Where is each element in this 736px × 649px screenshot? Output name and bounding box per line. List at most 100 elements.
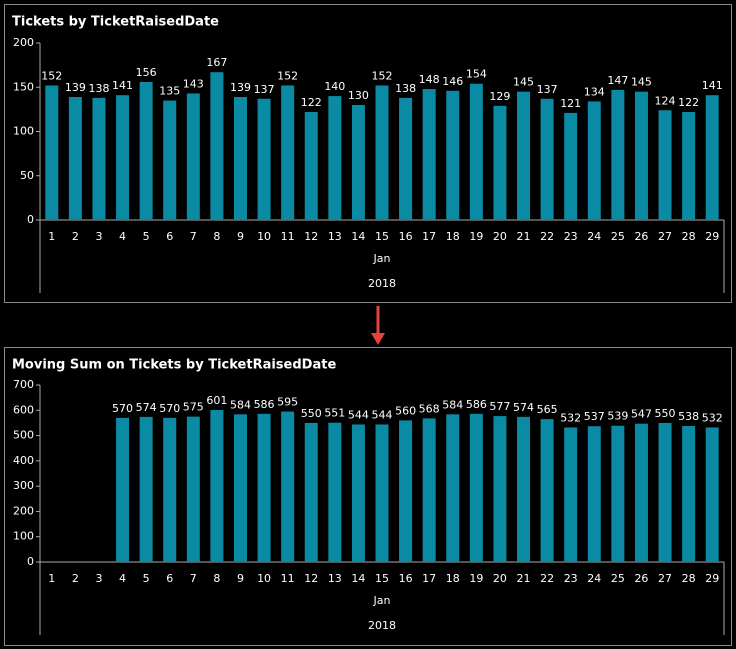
- data-label: 141: [702, 79, 723, 92]
- x-tick-label: 11: [281, 572, 295, 585]
- bar: [163, 417, 177, 562]
- x-group-label: Jan: [373, 594, 391, 607]
- x-tick-label: 15: [375, 572, 389, 585]
- bar: [139, 81, 153, 220]
- bar: [210, 72, 224, 220]
- bar: [634, 91, 648, 220]
- x-tick-label: 22: [540, 230, 554, 243]
- y-tick-label: 600: [13, 403, 34, 416]
- x-tick-label: 3: [95, 572, 102, 585]
- data-label: 139: [230, 81, 251, 94]
- y-tick-label: 300: [13, 479, 34, 492]
- x-tick-label: 12: [304, 572, 318, 585]
- data-label: 122: [678, 96, 699, 109]
- bar: [281, 85, 295, 220]
- data-label: 575: [183, 401, 204, 414]
- bar: [611, 89, 625, 220]
- bar: [446, 90, 460, 220]
- data-label: 584: [230, 398, 251, 411]
- data-label: 152: [41, 69, 62, 82]
- bar: [493, 416, 507, 562]
- data-label: 121: [560, 97, 581, 110]
- data-label: 538: [678, 410, 699, 423]
- bar: [328, 96, 342, 220]
- x-tick-label: 27: [658, 230, 672, 243]
- x-tick-label: 10: [257, 572, 271, 585]
- bar: [493, 105, 507, 220]
- x-tick-label: 11: [281, 230, 295, 243]
- x-tick-label: 21: [517, 572, 531, 585]
- data-label: 570: [112, 402, 133, 415]
- x-tick-label: 17: [422, 572, 436, 585]
- bar: [186, 416, 200, 562]
- bar: [233, 96, 247, 220]
- data-label: 551: [324, 407, 345, 420]
- bar: [351, 424, 365, 562]
- x-tick-label: 24: [587, 230, 601, 243]
- x-tick-label: 7: [190, 230, 197, 243]
- bar: [328, 422, 342, 562]
- bar: [587, 101, 601, 220]
- bar: [45, 85, 59, 220]
- bar: [469, 413, 483, 562]
- x-tick-label: 4: [119, 230, 126, 243]
- y-tick-label: 100: [13, 530, 34, 543]
- bar: [304, 112, 318, 220]
- data-label: 601: [206, 394, 227, 407]
- x-tick-label: 29: [705, 572, 719, 585]
- y-tick-label: 700: [13, 378, 34, 391]
- data-label: 143: [183, 77, 204, 90]
- x-tick-label: 4: [119, 572, 126, 585]
- data-label: 129: [489, 90, 510, 103]
- x-tick-label: 10: [257, 230, 271, 243]
- x-tick-label: 13: [328, 230, 342, 243]
- data-label: 584: [442, 398, 463, 411]
- data-label: 574: [513, 401, 534, 414]
- x-tick-label: 29: [705, 230, 719, 243]
- bar: [540, 98, 554, 220]
- x-tick-label: 2: [72, 572, 79, 585]
- bar: [233, 414, 247, 562]
- data-label: 574: [136, 401, 157, 414]
- x-tick-label: 8: [213, 230, 220, 243]
- data-label: 141: [112, 79, 133, 92]
- bar: [92, 97, 106, 220]
- x-tick-label: 28: [682, 230, 696, 243]
- bar: [116, 95, 130, 220]
- bar: [422, 418, 436, 562]
- x-tick-label: 23: [564, 572, 578, 585]
- bar: [257, 413, 271, 562]
- data-label: 544: [348, 408, 369, 421]
- bar: [564, 112, 578, 220]
- x-tick-label: 28: [682, 572, 696, 585]
- y-tick-label: 200: [13, 504, 34, 517]
- data-label: 544: [372, 408, 393, 421]
- x-tick-label: 12: [304, 230, 318, 243]
- bar: [68, 96, 82, 220]
- x-tick-label: 18: [446, 230, 460, 243]
- y-tick-label: 0: [27, 213, 34, 226]
- data-label: 154: [466, 68, 487, 81]
- bar: [210, 410, 224, 562]
- x-tick-label: 27: [658, 572, 672, 585]
- data-label: 586: [466, 398, 487, 411]
- data-label: 137: [254, 83, 275, 96]
- data-label: 577: [489, 400, 510, 413]
- x-tick-label: 23: [564, 230, 578, 243]
- bar: [682, 112, 696, 220]
- x-tick-label: 1: [48, 572, 55, 585]
- bar: [163, 100, 177, 220]
- data-label: 586: [254, 398, 275, 411]
- bar: [517, 91, 531, 220]
- x-group-label: Jan: [373, 252, 391, 265]
- x-tick-label: 26: [634, 230, 648, 243]
- data-label: 148: [419, 73, 440, 86]
- x-tick-label: 16: [399, 572, 413, 585]
- bar: [682, 425, 696, 562]
- x-tick-label: 21: [517, 230, 531, 243]
- data-label: 547: [631, 408, 652, 421]
- x-tick-label: 25: [611, 572, 625, 585]
- bar: [116, 417, 130, 562]
- bar: [139, 416, 153, 562]
